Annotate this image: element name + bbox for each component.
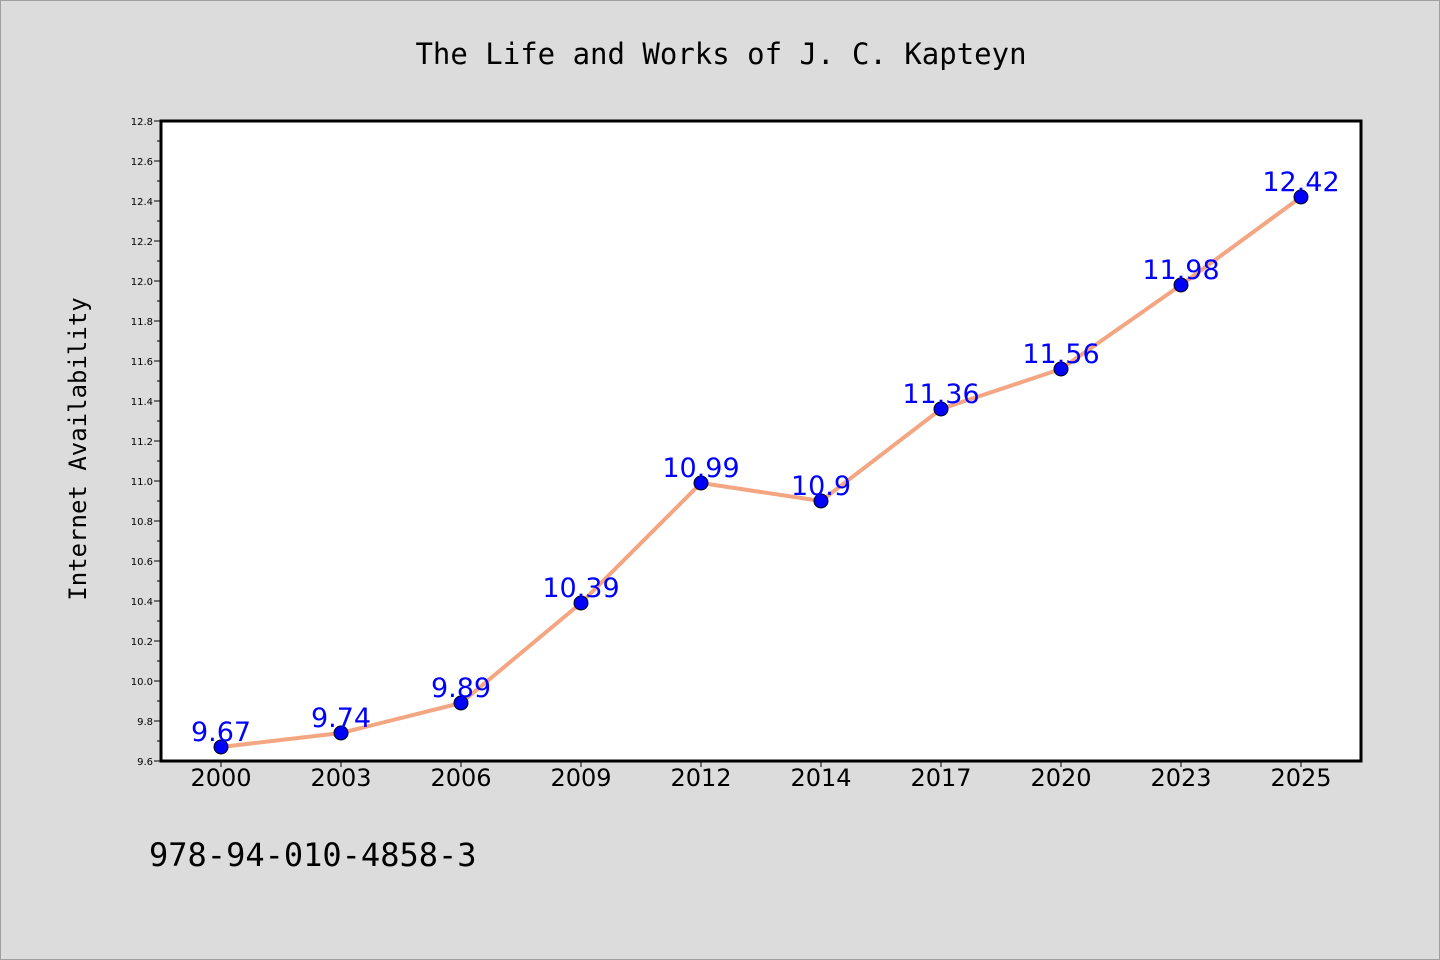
x-tick-label: 2012 bbox=[670, 764, 731, 792]
data-point-2014 bbox=[813, 493, 829, 509]
data-label-2020: 11.56 bbox=[1022, 339, 1099, 370]
x-axis: 2000 2003 2006 2009 2012 2014 2017 2020 2023 2025 bbox=[190, 761, 1332, 792]
y-tick-label: 11.8 bbox=[131, 317, 153, 328]
x-tick-label: 2020 bbox=[1030, 764, 1091, 792]
x-tick-label: 2000 bbox=[190, 764, 251, 792]
y-tick-label: 9.6 bbox=[137, 757, 153, 768]
chart-title: The Life and Works of J. C. Kapteyn bbox=[415, 37, 1026, 71]
y-axis-label: Internet Availability bbox=[64, 297, 92, 600]
series-line bbox=[219, 195, 1303, 749]
y-tick-label: 11.2 bbox=[131, 437, 153, 448]
y-tick-label: 12.2 bbox=[131, 237, 153, 248]
series-line-group bbox=[219, 195, 1303, 749]
y-tick-label: 10.4 bbox=[131, 597, 153, 608]
data-label-2012: 10.99 bbox=[662, 453, 739, 484]
data-label-2025: 12.42 bbox=[1262, 167, 1339, 198]
data-labels: 9.67 9.74 9.89 10.39 10.99 10.9 11.36 11.56 11.9… bbox=[191, 167, 1340, 748]
data-point-2006 bbox=[453, 695, 469, 711]
isbn-footer: 978-94-010-4858-3 bbox=[149, 836, 477, 874]
data-label-2006: 9.89 bbox=[431, 673, 491, 704]
data-point-2009 bbox=[573, 595, 589, 611]
plot-frame bbox=[159, 119, 1363, 763]
y-tick-label: 12.6 bbox=[131, 157, 153, 168]
y-tick-label: 10.6 bbox=[131, 557, 153, 568]
data-point-2020 bbox=[1053, 361, 1069, 377]
series-markers bbox=[213, 189, 1309, 755]
y-tick-label: 11.4 bbox=[131, 397, 153, 408]
data-label-2000: 9.67 bbox=[191, 717, 251, 748]
y-tick-label: 10.0 bbox=[131, 677, 153, 688]
y-tick-label: 11.0 bbox=[131, 477, 153, 488]
x-tick-label: 2023 bbox=[1150, 764, 1211, 792]
x-tick-label: 2009 bbox=[550, 764, 611, 792]
y-tick-label: 10.2 bbox=[131, 637, 153, 648]
x-tick-label: 2006 bbox=[430, 764, 491, 792]
data-label-2014: 10.9 bbox=[791, 471, 851, 502]
x-tick-label: 2017 bbox=[910, 764, 971, 792]
data-point-2012 bbox=[693, 475, 709, 491]
data-point-2000 bbox=[213, 739, 229, 755]
y-tick-label: 9.8 bbox=[137, 717, 153, 728]
x-tick-label: 2025 bbox=[1270, 764, 1331, 792]
data-label-2009: 10.39 bbox=[542, 573, 619, 604]
y-tick-label: 12.8 bbox=[131, 117, 153, 128]
y-tick-label: 12.0 bbox=[131, 277, 153, 288]
data-point-2017 bbox=[933, 401, 949, 417]
data-point-2025 bbox=[1293, 189, 1309, 205]
data-point-2023 bbox=[1173, 277, 1189, 293]
data-label-2003: 9.74 bbox=[311, 703, 371, 734]
y-tick-label: 10.8 bbox=[131, 517, 153, 528]
x-tick-label: 2003 bbox=[310, 764, 371, 792]
data-label-2017: 11.36 bbox=[902, 379, 979, 410]
y-axis: 9.6 9.8 10.0 10.2 10.4 10.6 10.8 11.0 11.2 11.4 11… bbox=[131, 117, 161, 768]
y-tick-label: 11.6 bbox=[131, 357, 153, 368]
y-tick-label: 12.4 bbox=[131, 197, 153, 208]
data-label-2023: 11.98 bbox=[1142, 255, 1219, 286]
plot-area bbox=[161, 121, 1361, 761]
data-point-2003 bbox=[333, 725, 349, 741]
x-tick-label: 2014 bbox=[790, 764, 851, 792]
